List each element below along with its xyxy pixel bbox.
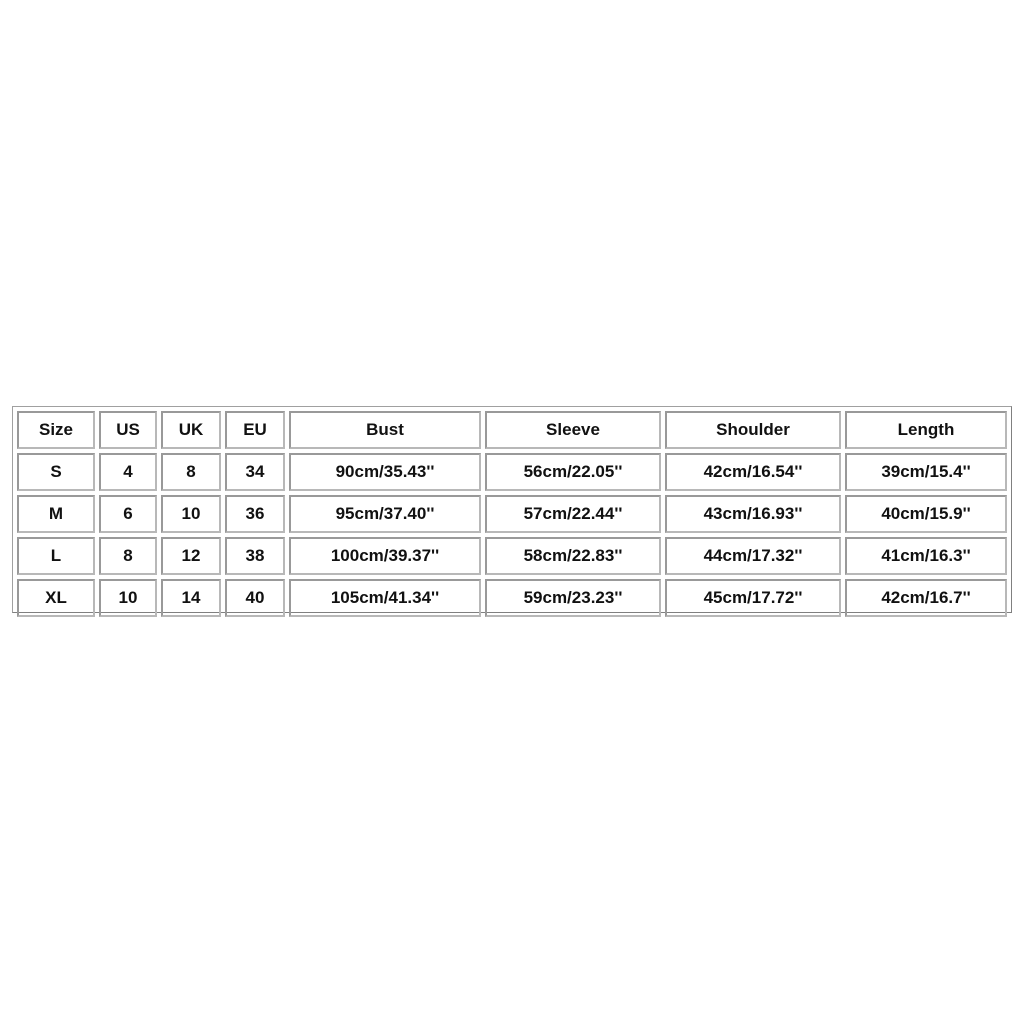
table-cell: 14 xyxy=(161,579,221,617)
table-cell: 40 xyxy=(225,579,285,617)
column-header: EU xyxy=(225,411,285,449)
table-cell: 41cm/16.3'' xyxy=(845,537,1007,575)
table-cell: XL xyxy=(17,579,95,617)
size-chart: Size US UK EU Bust Sleeve Shoulder Length S 4 8 34 9… xyxy=(12,406,1012,617)
table-cell: 90cm/35.43'' xyxy=(289,453,481,491)
table-cell: 12 xyxy=(161,537,221,575)
table-cell: 59cm/23.23'' xyxy=(485,579,661,617)
table-cell: 36 xyxy=(225,495,285,533)
table-cell: 43cm/16.93'' xyxy=(665,495,841,533)
column-header: Sleeve xyxy=(485,411,661,449)
table-cell: 45cm/17.72'' xyxy=(665,579,841,617)
column-header: UK xyxy=(161,411,221,449)
table-cell: M xyxy=(17,495,95,533)
table-row: M 6 10 36 95cm/37.40'' 57cm/22.44'' 43cm/16.93… xyxy=(17,495,1007,533)
table-cell: 105cm/41.34'' xyxy=(289,579,481,617)
table-row: XL 10 14 40 105cm/41.34'' 59cm/23.23'' 45cm/17… xyxy=(17,579,1007,617)
table-cell: 8 xyxy=(161,453,221,491)
table-cell: 56cm/22.05'' xyxy=(485,453,661,491)
table-cell: 42cm/16.54'' xyxy=(665,453,841,491)
column-header: US xyxy=(99,411,157,449)
size-table: Size US UK EU Bust Sleeve Shoulder Length S 4 8 34 9… xyxy=(13,407,1011,621)
table-cell: 34 xyxy=(225,453,285,491)
column-header: Bust xyxy=(289,411,481,449)
column-header: Size xyxy=(17,411,95,449)
table-cell: 42cm/16.7'' xyxy=(845,579,1007,617)
table-cell: 44cm/17.32'' xyxy=(665,537,841,575)
column-header: Shoulder xyxy=(665,411,841,449)
column-header: Length xyxy=(845,411,1007,449)
table-cell: 100cm/39.37'' xyxy=(289,537,481,575)
table-cell: 58cm/22.83'' xyxy=(485,537,661,575)
table-cell: 8 xyxy=(99,537,157,575)
table-cell: 10 xyxy=(161,495,221,533)
table-cell: 6 xyxy=(99,495,157,533)
table-row: S 4 8 34 90cm/35.43'' 56cm/22.05'' 42cm/16.54'… xyxy=(17,453,1007,491)
table-cell: L xyxy=(17,537,95,575)
table-cell: S xyxy=(17,453,95,491)
table-cell: 40cm/15.9'' xyxy=(845,495,1007,533)
table-cell: 38 xyxy=(225,537,285,575)
table-cell: 39cm/15.4'' xyxy=(845,453,1007,491)
table-cell: 57cm/22.44'' xyxy=(485,495,661,533)
table-row: L 8 12 38 100cm/39.37'' 58cm/22.83'' 44cm/17.3… xyxy=(17,537,1007,575)
header-row: Size US UK EU Bust Sleeve Shoulder Length xyxy=(17,411,1007,449)
table-cell: 4 xyxy=(99,453,157,491)
table-cell: 95cm/37.40'' xyxy=(289,495,481,533)
table-cell: 10 xyxy=(99,579,157,617)
